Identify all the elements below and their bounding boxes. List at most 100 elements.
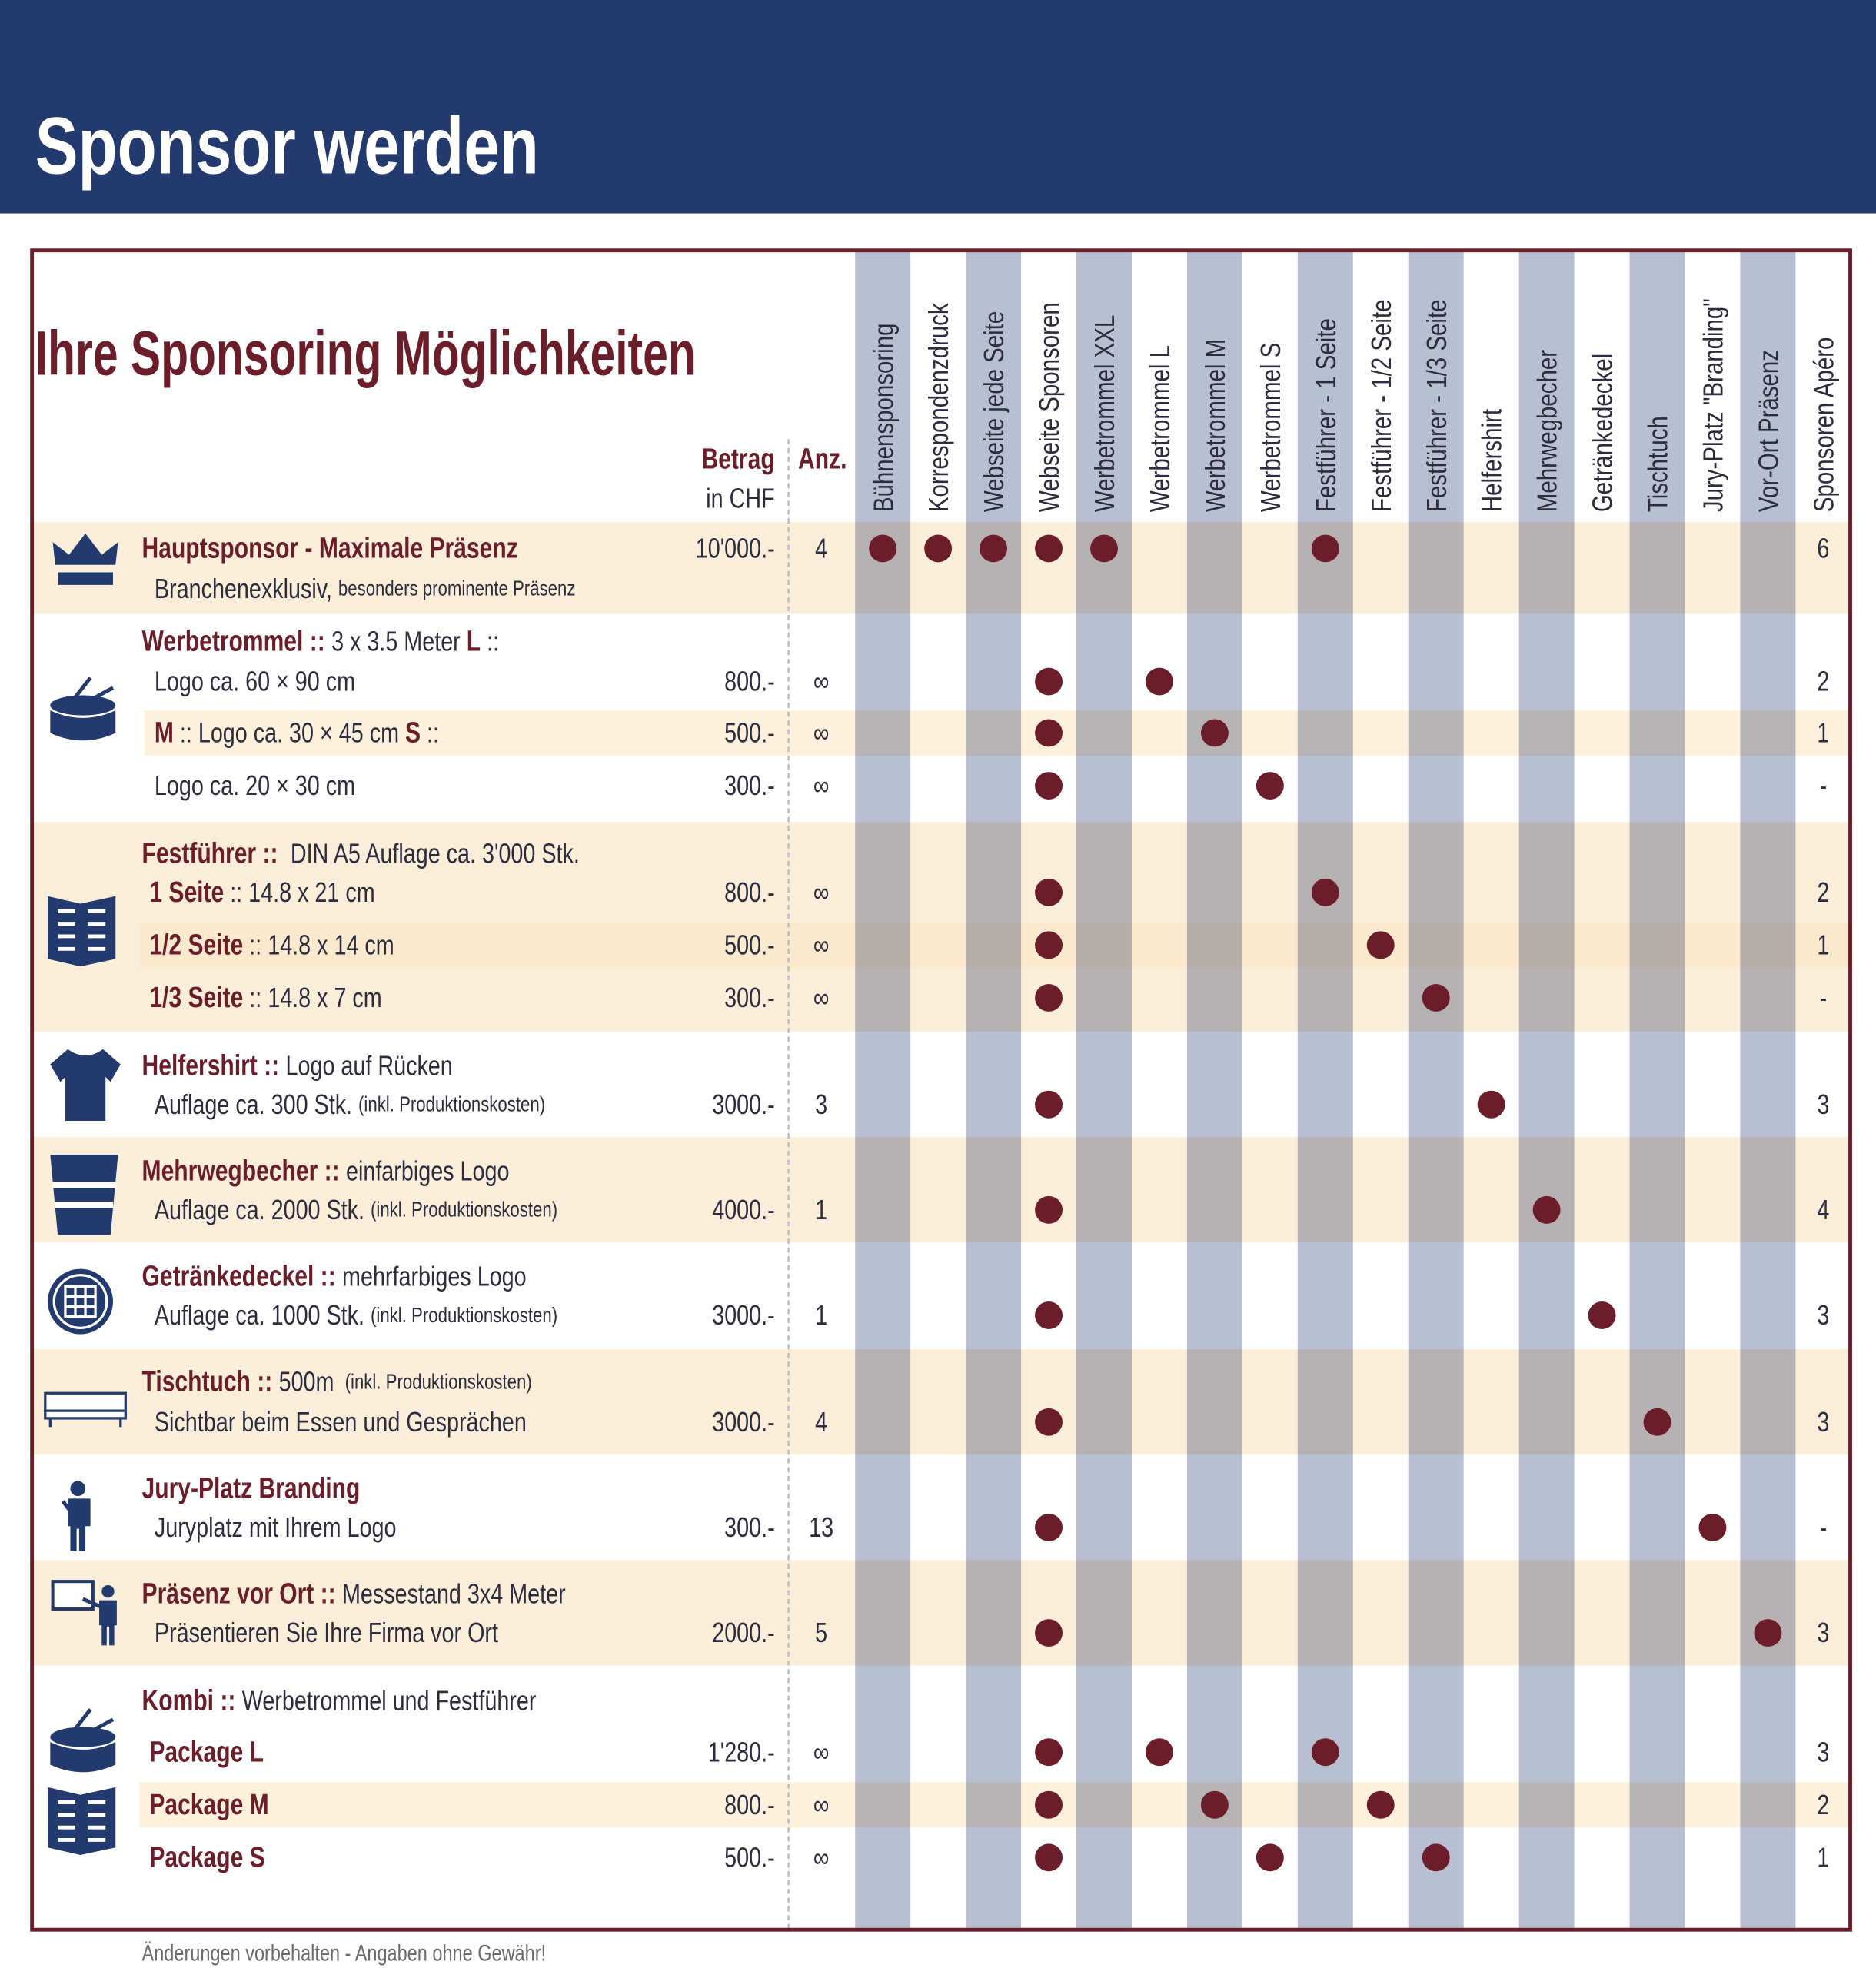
text-segment: Logo ca. 60 × 90 cm bbox=[155, 667, 355, 697]
text-segment: :: bbox=[481, 626, 499, 657]
apero-count: - bbox=[1820, 770, 1828, 801]
row-band bbox=[34, 1349, 1851, 1455]
included-dot bbox=[1311, 534, 1339, 563]
included-dot bbox=[1477, 1090, 1505, 1119]
text-segment: Werbetrommel :: bbox=[142, 625, 332, 657]
book-icon bbox=[48, 896, 116, 967]
header-bar bbox=[0, 0, 1876, 214]
apero-count: - bbox=[1820, 982, 1828, 1013]
row-text: Werbetrommel :: 3 x 3.5 Meter L :: bbox=[142, 625, 500, 657]
row-text: Präsentieren Sie Ihre Firma vor Ort bbox=[155, 1617, 498, 1648]
count: ∞ bbox=[813, 718, 829, 749]
text-segment: Sichtbar beim Essen und Gesprächen bbox=[155, 1407, 527, 1438]
amount: 3000.- bbox=[712, 1407, 774, 1438]
apero-count: 3 bbox=[1817, 1300, 1829, 1331]
included-dot bbox=[1754, 1619, 1782, 1647]
apero-count: 2 bbox=[1817, 877, 1829, 908]
text-segment: Festführer :: bbox=[142, 837, 284, 869]
included-dot bbox=[1035, 931, 1063, 959]
apero-count: 1 bbox=[1817, 718, 1829, 749]
included-dot bbox=[1588, 1301, 1616, 1329]
text-segment: Juryplatz mit Ihrem Logo bbox=[155, 1512, 397, 1543]
apero-count: 1 bbox=[1817, 930, 1829, 961]
text-segment: Präsentieren Sie Ihre Firma vor Ort bbox=[155, 1617, 498, 1648]
text-segment: Package S bbox=[149, 1841, 264, 1873]
included-dot bbox=[1035, 667, 1063, 696]
count: ∞ bbox=[813, 1737, 829, 1767]
text-segment: :: Logo ca. 30 × 45 cm bbox=[174, 718, 405, 749]
count: ∞ bbox=[813, 930, 829, 961]
included-dot bbox=[1035, 1619, 1063, 1647]
column-header: Werbetrommel XXL bbox=[1089, 315, 1119, 512]
row-text: Festführer :: DIN A5 Auflage ca. 3'000 S… bbox=[142, 837, 580, 869]
included-dot bbox=[1256, 1843, 1284, 1872]
included-dot bbox=[1035, 1843, 1063, 1872]
text-segment: Mehrwegbecher :: bbox=[142, 1155, 346, 1187]
count: ∞ bbox=[813, 982, 829, 1013]
included-dot bbox=[1035, 1513, 1063, 1541]
amount: 800.- bbox=[724, 877, 774, 908]
included-dot bbox=[1145, 667, 1173, 696]
text-segment: Auflage ca. 2000 Stk. bbox=[155, 1195, 371, 1225]
crown-icon bbox=[52, 533, 118, 585]
column-header: Helfershirt bbox=[1476, 409, 1507, 512]
text-segment: besonders prominente Präsenz bbox=[338, 577, 576, 600]
frame bbox=[30, 248, 1852, 1932]
row-text: Sichtbar beim Essen und Gesprächen bbox=[155, 1407, 527, 1438]
text-segment: Präsenz vor Ort :: bbox=[142, 1577, 342, 1610]
included-dot bbox=[1035, 1301, 1063, 1329]
text-segment: Logo ca. 20 × 30 cm bbox=[155, 770, 355, 801]
row-text: 1 Seite :: 14.8 x 21 cm bbox=[149, 876, 374, 909]
page-title: Sponsor werden bbox=[35, 101, 539, 191]
text-segment: :: 14.8 x 7 cm bbox=[243, 982, 381, 1013]
amount: 3000.- bbox=[712, 1300, 774, 1331]
row-highlight bbox=[144, 710, 1851, 756]
text-segment: (inkl. Produktionskosten) bbox=[340, 1370, 531, 1394]
text-segment: 500m bbox=[279, 1367, 341, 1398]
included-dot bbox=[1200, 719, 1229, 747]
apero-count: 3 bbox=[1817, 1407, 1829, 1438]
text-segment: Auflage ca. 1000 Stk. bbox=[155, 1300, 371, 1331]
included-dot bbox=[1090, 534, 1118, 563]
column-header: Korrespondenzdruck bbox=[923, 303, 953, 512]
row-text: Jury-Platz Branding bbox=[142, 1472, 361, 1504]
row-text: Auflage ca. 2000 Stk. (inkl. Produktions… bbox=[155, 1195, 557, 1225]
included-dot bbox=[924, 534, 953, 563]
text-segment: Hauptsponsor - Maximale Präsenz bbox=[142, 532, 518, 564]
book-icon bbox=[48, 1787, 116, 1856]
count: ∞ bbox=[813, 877, 829, 908]
text-segment: 3 x 3.5 Meter bbox=[331, 626, 467, 657]
included-dot bbox=[1145, 1738, 1173, 1767]
included-dot bbox=[1035, 719, 1063, 747]
count: 1 bbox=[815, 1195, 827, 1225]
included-dot bbox=[1643, 1408, 1671, 1436]
text-segment: Auflage ca. 300 Stk. bbox=[155, 1089, 358, 1120]
icons bbox=[44, 533, 127, 1856]
row-text: 1/2 Seite :: 14.8 x 14 cm bbox=[149, 929, 394, 961]
included-dot bbox=[980, 534, 1008, 563]
included-dot bbox=[1035, 878, 1063, 906]
amount: 800.- bbox=[724, 667, 774, 697]
amount: 800.- bbox=[724, 1790, 774, 1820]
text-segment: (inkl. Produktionskosten) bbox=[371, 1304, 557, 1328]
count: 4 bbox=[815, 1407, 827, 1438]
column-header: Bühnensponsoring bbox=[867, 324, 898, 513]
coaster-icon bbox=[48, 1268, 113, 1335]
amount: 4000.- bbox=[712, 1195, 774, 1225]
text-segment: DIN A5 Auflage ca. 3'000 Stk. bbox=[284, 838, 580, 869]
amount: 10'000.- bbox=[696, 534, 775, 564]
count: ∞ bbox=[813, 667, 829, 697]
included-dot bbox=[869, 534, 897, 563]
column-header: Festführer - 1 Seite bbox=[1310, 318, 1341, 512]
row-text: Package M bbox=[149, 1789, 268, 1821]
amount-header: Betrag bbox=[702, 444, 775, 476]
column-header: Werbetrommel M bbox=[1199, 339, 1230, 512]
table-title: Ihre Sponsoring Möglichkeiten bbox=[35, 319, 696, 389]
row-text: Auflage ca. 300 Stk. (inkl. Produktionsk… bbox=[155, 1089, 545, 1120]
text-segment: Package M bbox=[149, 1789, 268, 1821]
amount: 2000.- bbox=[712, 1617, 774, 1648]
included-dot bbox=[1035, 534, 1063, 563]
column-header: Webseite jede Seite bbox=[978, 311, 1009, 512]
row-text: Logo ca. 20 × 30 cm bbox=[155, 770, 355, 801]
